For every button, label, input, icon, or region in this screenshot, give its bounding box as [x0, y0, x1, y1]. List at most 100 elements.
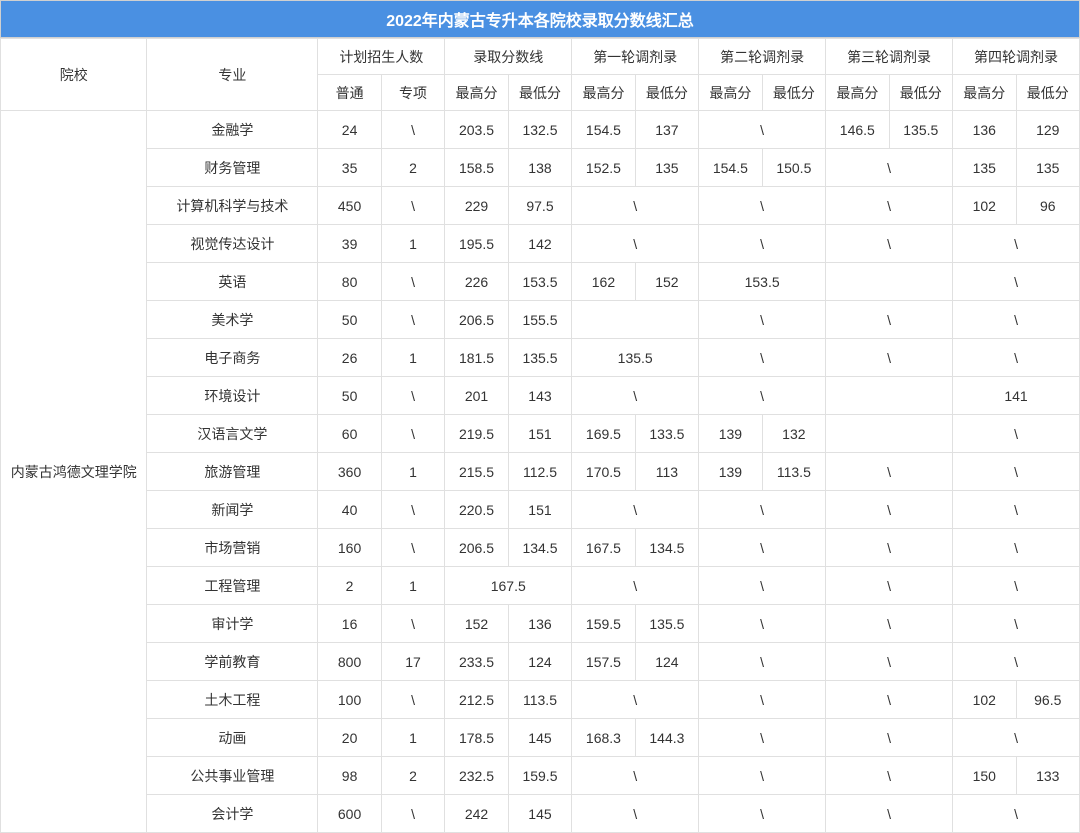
plan-min-cell: \ [381, 605, 444, 643]
r4-min-cell: 129 [1016, 111, 1080, 149]
admit-min-cell: 124 [508, 643, 571, 681]
plan-max-cell: 50 [318, 301, 381, 339]
r1-min-cell: 124 [635, 643, 698, 681]
r4-max-cell: 135 [953, 149, 1016, 187]
r1-max-cell: 168.3 [572, 719, 635, 757]
r1-min-cell: 144.3 [635, 719, 698, 757]
r4-merged-cell: \ [953, 453, 1080, 491]
r3-merged-cell: \ [826, 491, 953, 529]
major-cell: 视觉传达设计 [147, 225, 318, 263]
admit-min-cell: 151 [508, 415, 571, 453]
plan-max-cell: 24 [318, 111, 381, 149]
admit-min-cell: 155.5 [508, 301, 571, 339]
col-round3: 第三轮调剂录 [826, 39, 953, 75]
table-row: 美术学50\206.5155.5\\\ [1, 301, 1080, 339]
admit-min-cell: 132.5 [508, 111, 571, 149]
sub-r3-min: 最低分 [889, 75, 952, 111]
admit-min-cell: 153.5 [508, 263, 571, 301]
r3-merged-cell: \ [826, 757, 953, 795]
r4-merged-cell: 141 [953, 377, 1080, 415]
major-cell: 金融学 [147, 111, 318, 149]
sub-r2-max: 最高分 [699, 75, 762, 111]
r2-min-cell: 150.5 [762, 149, 825, 187]
sub-plan-special: 专项 [381, 75, 444, 111]
r4-merged-cell: \ [953, 263, 1080, 301]
r3-min-cell: 135.5 [889, 111, 952, 149]
r4-merged-cell: \ [953, 491, 1080, 529]
plan-max-cell: 100 [318, 681, 381, 719]
r2-merged-cell: \ [699, 111, 826, 149]
admit-min-cell: 145 [508, 795, 571, 833]
table-row: 电子商务261181.5135.5135.5\\\ [1, 339, 1080, 377]
r1-min-cell: 152 [635, 263, 698, 301]
major-cell: 动画 [147, 719, 318, 757]
major-cell: 审计学 [147, 605, 318, 643]
major-cell: 汉语言文学 [147, 415, 318, 453]
r4-max-cell: 150 [953, 757, 1016, 795]
plan-min-cell: \ [381, 681, 444, 719]
r3-max-cell: 146.5 [826, 111, 889, 149]
r2-min-cell: 113.5 [762, 453, 825, 491]
admit-min-cell: 151 [508, 491, 571, 529]
table-row: 环境设计50\201143\\141 [1, 377, 1080, 415]
score-table: 院校 专业 计划招生人数 录取分数线 第一轮调剂录 第二轮调剂录 第三轮调剂录 … [0, 38, 1080, 833]
plan-max-cell: 450 [318, 187, 381, 225]
plan-max-cell: 39 [318, 225, 381, 263]
table-row: 会计学600\242145\\\\ [1, 795, 1080, 833]
r1-max-cell: 152.5 [572, 149, 635, 187]
r4-min-cell: 96.5 [1016, 681, 1080, 719]
major-cell: 新闻学 [147, 491, 318, 529]
admit-min-cell: 97.5 [508, 187, 571, 225]
plan-min-cell: 17 [381, 643, 444, 681]
r1-min-cell: 113 [635, 453, 698, 491]
admit-max-cell: 215.5 [445, 453, 508, 491]
r1-min-cell: 134.5 [635, 529, 698, 567]
table-row: 内蒙古鸿德文理学院金融学24\203.5132.5154.5137\146.51… [1, 111, 1080, 149]
r1-max-cell: 169.5 [572, 415, 635, 453]
r1-max-cell: 159.5 [572, 605, 635, 643]
r3-empty-cell [826, 263, 953, 301]
r3-merged-cell: \ [826, 567, 953, 605]
r2-merged-cell: \ [699, 757, 826, 795]
plan-max-cell: 2 [318, 567, 381, 605]
r2-min-cell: 132 [762, 415, 825, 453]
table-title: 2022年内蒙古专升本各院校录取分数线汇总 [0, 0, 1080, 38]
admit-min-cell: 112.5 [508, 453, 571, 491]
plan-min-cell: \ [381, 795, 444, 833]
major-cell: 土木工程 [147, 681, 318, 719]
admit-max-cell: 152 [445, 605, 508, 643]
r3-merged-cell: \ [826, 529, 953, 567]
r1-max-cell: 167.5 [572, 529, 635, 567]
sub-r3-max: 最高分 [826, 75, 889, 111]
r2-merged-cell: \ [699, 491, 826, 529]
plan-max-cell: 98 [318, 757, 381, 795]
admit-max-cell: 220.5 [445, 491, 508, 529]
plan-max-cell: 800 [318, 643, 381, 681]
sub-r1-max: 最高分 [572, 75, 635, 111]
admit-min-cell: 145 [508, 719, 571, 757]
plan-max-cell: 40 [318, 491, 381, 529]
table-row: 土木工程100\212.5113.5\\\10296.5 [1, 681, 1080, 719]
r1-max-cell: 154.5 [572, 111, 635, 149]
table-row: 汉语言文学60\219.5151169.5133.5139132\ [1, 415, 1080, 453]
r4-min-cell: 133 [1016, 757, 1080, 795]
r4-max-cell: 102 [953, 681, 1016, 719]
sub-r2-min: 最低分 [762, 75, 825, 111]
col-admit: 录取分数线 [445, 39, 572, 75]
r2-merged-cell: \ [699, 339, 826, 377]
plan-min-cell: \ [381, 377, 444, 415]
plan-min-cell: \ [381, 263, 444, 301]
admit-max-cell: 195.5 [445, 225, 508, 263]
admit-min-cell: 159.5 [508, 757, 571, 795]
r4-min-cell: 135 [1016, 149, 1080, 187]
r1-merged-cell: 135.5 [572, 339, 699, 377]
r3-merged-cell: \ [826, 453, 953, 491]
r2-merged-cell: \ [699, 377, 826, 415]
r2-merged-cell: 153.5 [699, 263, 826, 301]
r1-max-cell: 170.5 [572, 453, 635, 491]
table-row: 公共事业管理982232.5159.5\\\150133 [1, 757, 1080, 795]
plan-min-cell: 1 [381, 453, 444, 491]
plan-min-cell: \ [381, 415, 444, 453]
r3-merged-cell: \ [826, 301, 953, 339]
r3-merged-cell: \ [826, 149, 953, 187]
